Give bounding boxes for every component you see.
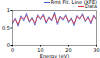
- svg-text:1: 1: [7, 8, 10, 13]
- svg-text:30: 30: [93, 47, 99, 53]
- svg-text:0: 0: [11, 47, 14, 53]
- svg-text:10: 10: [37, 46, 44, 53]
- svg-text:0.5: 0.5: [2, 25, 10, 31]
- svg-text:0: 0: [7, 42, 10, 48]
- html-text:Data: Data: [85, 3, 97, 9]
- svg-text:20: 20: [65, 46, 72, 53]
- svg-text:Energy (eV): Energy (eV): [40, 53, 70, 58]
- html-text:Rmt Fit. Line (XFE): Rmt Fit. Line (XFE): [50, 0, 97, 5]
